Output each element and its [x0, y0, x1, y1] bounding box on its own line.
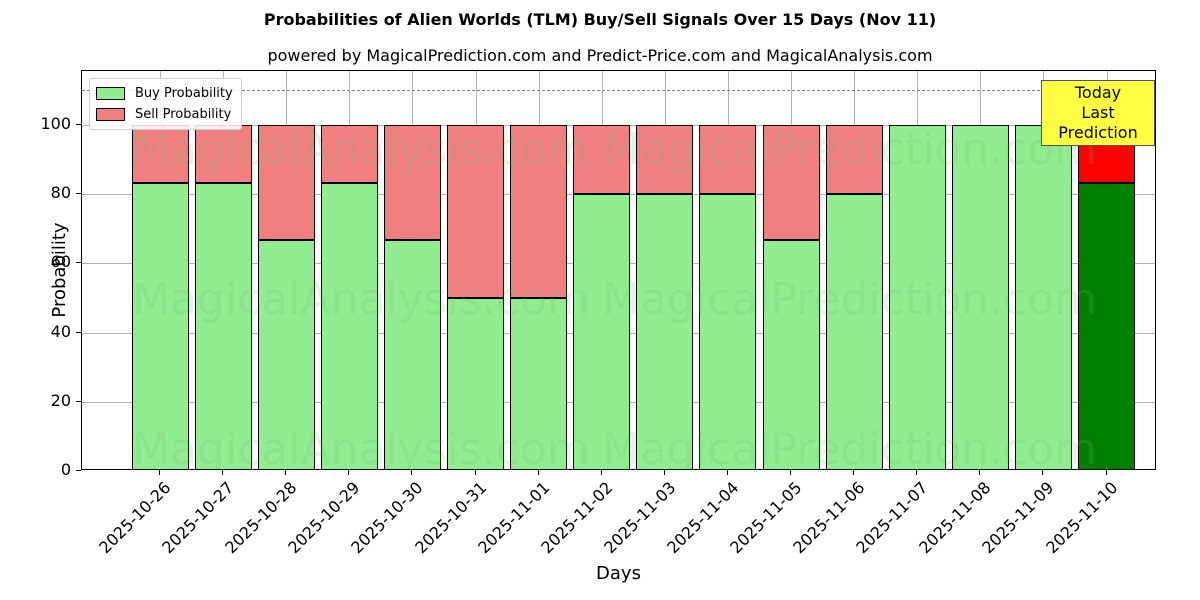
y-tick-mark — [76, 400, 81, 402]
bar-buy-2025-11-10 — [1078, 182, 1135, 469]
bar-buy-2025-10-31 — [447, 298, 504, 469]
y-tick-label: 60 — [50, 252, 71, 272]
bar-buy-2025-10-26 — [131, 182, 189, 469]
y-tick-label: 20 — [50, 390, 71, 410]
x-tick-mark — [285, 470, 287, 475]
x-tick-mark — [537, 470, 539, 475]
bar-buy-2025-11-06 — [825, 194, 883, 469]
y-tick-label: 40 — [50, 321, 71, 341]
bar-sell-2025-11-04 — [699, 125, 757, 195]
x-tick-mark — [348, 470, 350, 475]
x-tick-mark — [159, 470, 160, 475]
legend-swatch-buy — [96, 87, 125, 100]
bar-sell-2025-11-03 — [636, 125, 694, 195]
y-tick-mark — [76, 331, 81, 333]
x-tick-mark — [979, 470, 981, 475]
legend-swatch-sell — [96, 108, 125, 121]
reference-line — [82, 90, 1155, 92]
bar-buy-2025-11-08 — [951, 125, 1009, 469]
y-tick-label: 80 — [50, 183, 71, 203]
chart-subtitle: powered by MagicalPrediction.com and Pre… — [267, 46, 933, 65]
bar-sell-2025-10-30 — [383, 125, 441, 241]
bar-sell-2025-10-28 — [257, 125, 315, 241]
x-tick-mark — [663, 470, 665, 475]
bar-sell-2025-11-06 — [825, 125, 883, 195]
annotation-line-2: Last Prediction — [1058, 103, 1138, 142]
bar-buy-2025-11-03 — [636, 194, 694, 469]
bar-sell-2025-10-29 — [320, 125, 378, 183]
legend-label-buy: Buy Probability — [135, 86, 233, 101]
x-axis-label: Days — [596, 563, 641, 584]
y-tick-mark — [76, 124, 81, 125]
y-tick-mark — [76, 470, 81, 471]
y-tick-mark — [76, 262, 81, 264]
x-tick-mark — [1042, 470, 1044, 475]
bar-sell-2025-11-05 — [762, 125, 820, 241]
x-tick-mark — [600, 470, 602, 475]
bar-sell-2025-10-31 — [447, 125, 504, 298]
x-tick-mark — [853, 470, 855, 475]
plot-area: MagicalAnalysis.comMagicalPrediction.com… — [81, 70, 1156, 470]
x-tick-mark — [790, 470, 791, 475]
bar-sell-2025-10-26 — [131, 125, 189, 183]
y-tick-label: 0 — [60, 460, 71, 479]
bar-sell-2025-10-27 — [194, 125, 252, 183]
legend-item-sell: Sell Probability — [96, 104, 233, 125]
y-tick-mark — [76, 193, 81, 195]
x-tick-mark — [726, 470, 728, 475]
bar-sell-2025-11-02 — [573, 125, 631, 195]
bar-buy-2025-11-04 — [699, 194, 757, 469]
bar-sell-2025-11-01 — [510, 125, 568, 298]
bar-buy-2025-11-01 — [510, 298, 568, 469]
bar-buy-2025-11-05 — [762, 240, 820, 469]
legend-label-sell: Sell Probability — [135, 107, 232, 122]
bar-buy-2025-10-29 — [320, 182, 378, 469]
legend-item-buy: Buy Probability — [96, 83, 233, 104]
today-annotation: Today Last Prediction — [1041, 80, 1155, 146]
x-tick-mark — [474, 470, 476, 475]
chart-title: Probabilities of Alien Worlds (TLM) Buy/… — [263, 10, 937, 29]
bar-buy-2025-10-28 — [257, 240, 315, 469]
bar-buy-2025-11-07 — [888, 125, 946, 469]
x-tick-mark — [916, 470, 918, 475]
legend: Buy Probability Sell Probability — [89, 78, 242, 130]
x-tick-mark — [411, 470, 413, 475]
x-tick-mark — [222, 470, 224, 475]
bar-buy-2025-10-27 — [194, 182, 252, 469]
bar-buy-2025-10-30 — [383, 240, 441, 469]
bar-buy-2025-11-09 — [1014, 125, 1072, 469]
annotation-line-1: Today — [1074, 83, 1122, 102]
x-tick-mark — [1105, 470, 1107, 475]
y-tick-label: 100 — [40, 114, 71, 133]
bar-buy-2025-11-02 — [573, 194, 631, 469]
